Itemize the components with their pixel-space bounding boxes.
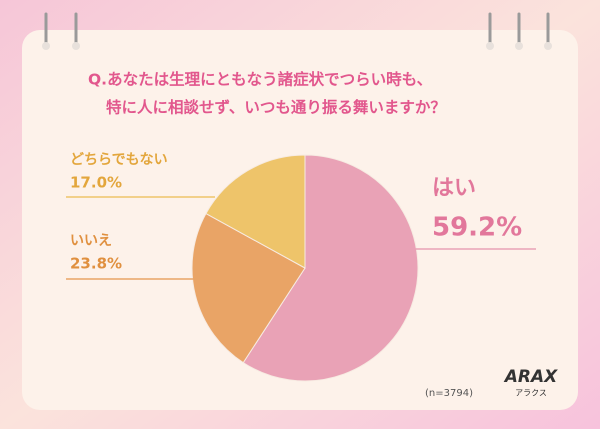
pie-slice [205,154,306,269]
note: (n=3794) [425,388,473,399]
slice-label: はい [432,176,476,201]
pie-slice [242,154,419,382]
value-label: 17.0% [70,174,122,192]
slice-label: いいえ [70,233,112,249]
ring-holes [42,42,552,50]
brand: ARAX [503,367,558,387]
brand-sub: アラクス [515,389,547,398]
value-label: 23.8% [70,255,122,273]
pie [191,154,419,382]
pie-slice [191,212,306,364]
value-label: 59.2% [432,213,522,243]
chart-title: Q.あなたは生理にともなう諸症状でつらい時も、 [88,70,432,89]
slice-label: どちらでもない [70,152,168,168]
chart-title: 特に人に相談せず、いつも通り振る舞いますか？ [106,98,446,117]
rings [44,12,550,46]
